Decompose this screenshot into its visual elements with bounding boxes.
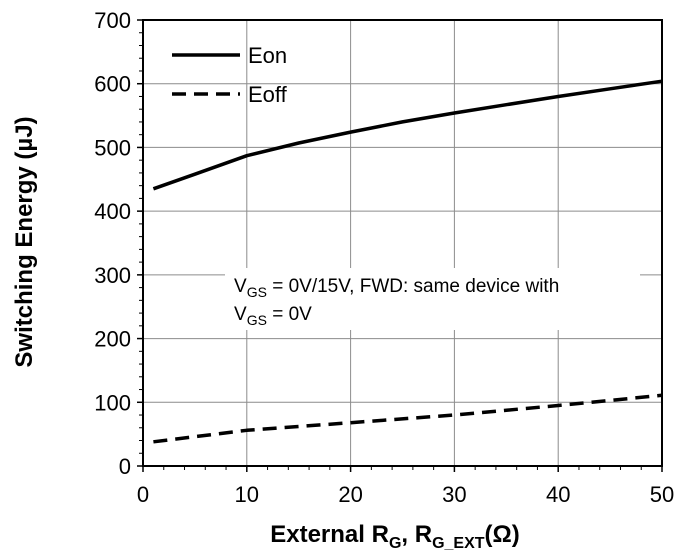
y-tick-label: 0	[119, 454, 131, 479]
y-tick-label: 700	[94, 8, 131, 33]
y-tick-label: 100	[94, 390, 131, 415]
legend-label-eon: Eon	[248, 43, 287, 68]
y-tick-label: 400	[94, 199, 131, 224]
legend: Eon Eoff	[172, 43, 288, 107]
legend-label-eoff: Eoff	[248, 82, 288, 107]
annotation-line-2: VGS = 0V	[234, 304, 312, 328]
x-tick-labels: 0 10 20 30 40 50	[137, 482, 674, 507]
series-layer	[152, 79, 663, 444]
x-tick-label: 40	[546, 482, 570, 507]
series-line-eoff	[153, 393, 663, 444]
y-axis-title: Switching Energy (µJ)	[11, 116, 38, 367]
x-axis-title: External RG, RG_EXT(Ω)	[270, 521, 520, 550]
x-tick-label: 0	[137, 482, 149, 507]
y-tick-label: 600	[94, 72, 131, 97]
annotation: VGS = 0V/15V, FWD: same device with VGS …	[225, 268, 640, 330]
x-tick-label: 10	[235, 482, 259, 507]
y-tick-label: 300	[94, 263, 131, 288]
y-tick-label: 500	[94, 135, 131, 160]
grid-lines	[143, 20, 662, 466]
x-tick-label: 50	[650, 482, 674, 507]
x-tick-label: 20	[338, 482, 362, 507]
annotation-line-1: VGS = 0V/15V, FWD: same device with	[234, 276, 559, 300]
x-tick-label: 30	[442, 482, 466, 507]
y-tick-labels: 0 100 200 300 400 500 600 700	[94, 8, 131, 479]
plot-frame	[142, 19, 663, 467]
y-tick-label: 200	[94, 327, 131, 352]
series-line-eon	[152, 79, 663, 191]
